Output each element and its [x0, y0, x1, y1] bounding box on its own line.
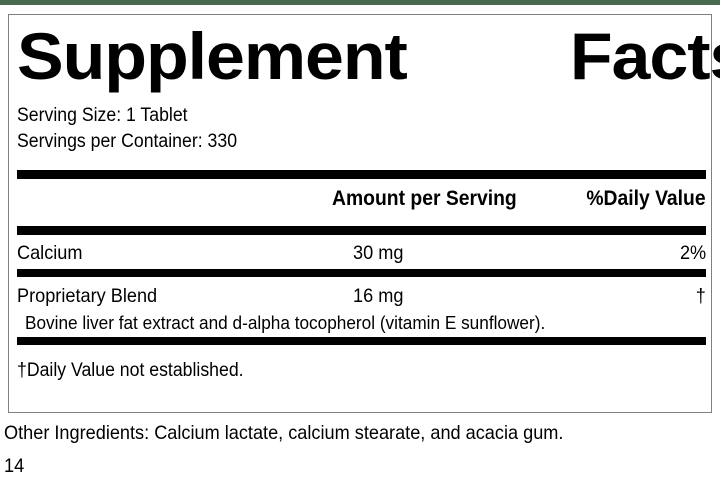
rule-above-header — [17, 170, 706, 179]
nutrient-amount: 16 mg — [353, 285, 404, 307]
table-row: Proprietary Blend 16 mg † — [17, 282, 706, 310]
nutrient-name: Proprietary Blend — [17, 285, 158, 307]
top-accent-rule — [0, 0, 720, 5]
nutrient-amount: 30 mg — [353, 242, 404, 264]
header-amount-per-serving: Amount per Serving — [332, 187, 517, 210]
nutrient-name: Calcium — [17, 242, 83, 264]
table-row: Calcium 30 mg 2% — [17, 239, 706, 267]
nutrient-daily-value: † — [695, 285, 706, 307]
panel-title-word-supplement: Supplement — [17, 19, 408, 93]
panel-title-word-facts: Facts — [569, 19, 720, 93]
nutrient-daily-value: 2% — [679, 242, 706, 264]
panel-title: Supplement Facts — [17, 18, 720, 94]
supplement-facts-panel: Supplement Facts Serving Size: 1 Tablet … — [8, 14, 720, 413]
column-headers: Amount per Serving %Daily Value — [17, 184, 706, 214]
serving-size: Serving Size: 1 Tablet — [17, 105, 188, 126]
blend-description: Bovine liver fat extract and d-alpha toc… — [25, 312, 546, 333]
rule-between-rows — [17, 269, 706, 277]
rule-above-footnote — [17, 337, 706, 345]
daily-value-footnote: †Daily Value not established. — [17, 360, 244, 381]
other-ingredients: Other Ingredients: Calcium lactate, calc… — [4, 422, 564, 444]
header-daily-value: %Daily Value — [586, 187, 706, 210]
page-number: 14 — [4, 455, 25, 477]
rule-below-header — [17, 226, 706, 235]
servings-per-container: Servings per Container: 330 — [17, 130, 238, 152]
serving-info: Serving Size: 1 Tablet Servings per Cont… — [17, 103, 237, 154]
panel-inner: Supplement Facts Serving Size: 1 Tablet … — [15, 15, 720, 412]
